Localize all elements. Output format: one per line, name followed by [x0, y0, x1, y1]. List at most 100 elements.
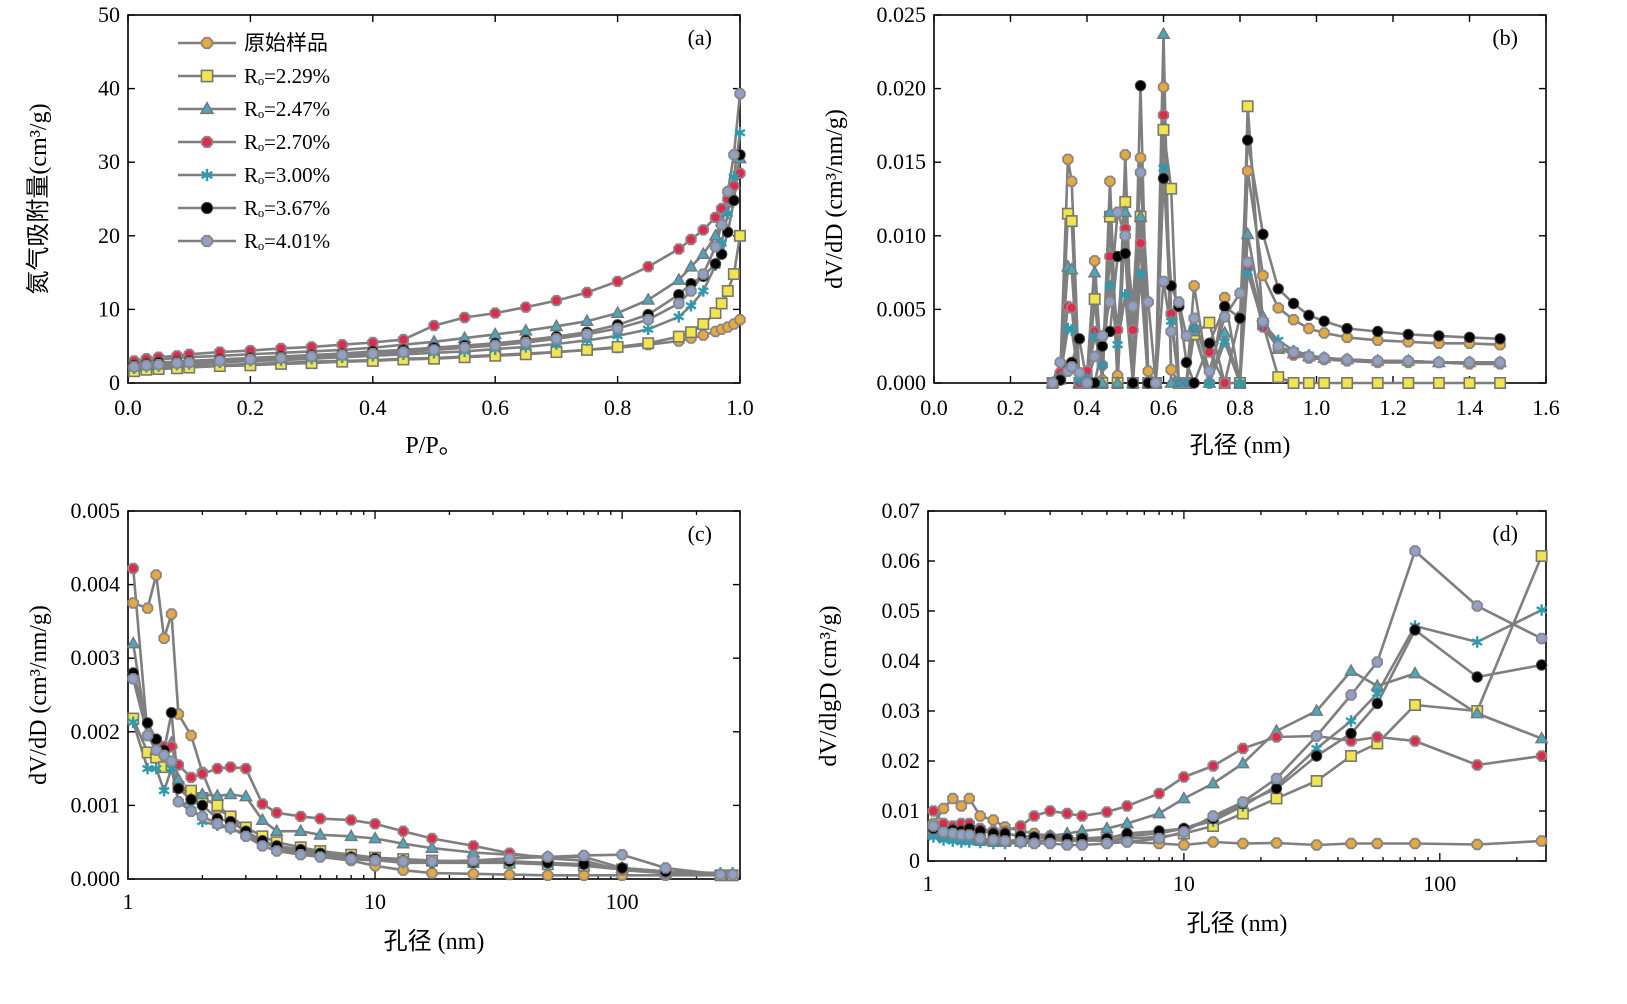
marker-circle	[1234, 312, 1246, 324]
marker-octagon	[1104, 296, 1116, 308]
marker-octagon	[1127, 324, 1139, 336]
marker-asterisk	[734, 127, 746, 139]
marker-octagon	[963, 829, 975, 841]
marker-circle	[1127, 377, 1139, 389]
marker-octagon	[1463, 356, 1476, 369]
marker-triangle	[1110, 375, 1125, 388]
marker-triangle	[1087, 265, 1102, 278]
marker-octagon	[1310, 839, 1323, 851]
marker-circle	[165, 706, 178, 719]
marker-octagon	[240, 830, 252, 842]
marker-octagon	[458, 311, 471, 324]
marker-asterisk	[1345, 715, 1357, 727]
marker-octagon	[550, 294, 563, 307]
y-tick-label: 0.000	[877, 370, 927, 395]
marker-octagon	[367, 347, 379, 360]
x-tick-label: 0.8	[1226, 395, 1254, 420]
y-tick-label: 10	[98, 296, 120, 321]
marker-octagon	[1104, 175, 1116, 188]
y-tick-label: 30	[98, 149, 120, 174]
marker-square	[1302, 376, 1315, 389]
marker-octagon	[256, 798, 269, 810]
marker-circle	[1303, 309, 1315, 321]
marker-octagon	[1066, 302, 1078, 314]
marker-octagon	[275, 352, 287, 364]
chart-panel: 0 0.01 0.02 0.03 0.04 0.05 0.06 0.07 1 10 100 孔径 (n…	[816, 498, 1549, 937]
x-tick-label: 100	[1423, 871, 1456, 896]
marker-octagon	[1272, 340, 1284, 352]
marker-square	[1409, 698, 1422, 711]
marker-octagon	[1203, 346, 1216, 358]
marker-circle	[1371, 697, 1384, 710]
marker-square	[1345, 749, 1358, 762]
marker-octagon	[397, 825, 409, 837]
marker-octagon	[937, 826, 950, 838]
marker-circle	[1471, 671, 1483, 683]
marker-octagon	[426, 832, 438, 845]
x-tick-label: 1.0	[726, 395, 754, 420]
marker-circle	[1409, 624, 1421, 636]
marker-octagon	[520, 301, 532, 313]
x-tick-label: 1.2	[1379, 395, 1407, 420]
marker-square	[1535, 549, 1548, 562]
marker-octagon	[947, 827, 959, 840]
marker-octagon	[270, 807, 283, 819]
marker-octagon	[1270, 731, 1283, 743]
marker-triangle	[313, 827, 328, 840]
marker-octagon	[1061, 807, 1073, 820]
marker-octagon	[1178, 771, 1190, 783]
marker-circle	[1310, 750, 1323, 762]
marker-triangle	[1064, 262, 1079, 275]
marker-circle	[616, 862, 628, 874]
marker-square	[1494, 376, 1507, 389]
plot-frame	[127, 14, 741, 384]
marker-octagon	[1237, 742, 1249, 755]
marker-octagon	[200, 36, 214, 50]
marker-octagon	[1188, 280, 1200, 292]
y-axis-title: dV/dD (cm³/nm/g)	[26, 605, 52, 785]
marker-octagon	[183, 356, 195, 369]
marker-triangle	[396, 836, 411, 849]
marker-octagon	[467, 840, 480, 852]
series-group	[126, 562, 740, 882]
marker-triangle	[1240, 226, 1255, 240]
x-tick-label: 10	[1173, 871, 1195, 896]
marker-asterisk	[1096, 359, 1108, 372]
marker-octagon	[1119, 230, 1131, 242]
marker-octagon	[345, 853, 357, 865]
y-tick-label: 0.015	[877, 149, 927, 174]
marker-octagon	[937, 802, 950, 815]
marker-asterisk	[158, 784, 170, 797]
marker-octagon	[963, 792, 975, 805]
marker-triangle	[1235, 756, 1250, 769]
marker-octagon	[1341, 353, 1353, 366]
marker-octagon	[1270, 837, 1283, 849]
marker-triangle	[1156, 26, 1171, 39]
series-line	[133, 172, 742, 363]
marker-octagon	[1345, 837, 1357, 850]
marker-circle	[1372, 325, 1384, 338]
marker-octagon	[1310, 730, 1323, 742]
marker-triangle	[269, 823, 284, 837]
x-axis-title: 孔径 (nm)	[1187, 910, 1288, 937]
marker-circle	[1402, 328, 1415, 341]
marker-octagon	[1270, 772, 1283, 785]
marker-octagon	[428, 319, 440, 332]
marker-octagon	[1409, 545, 1421, 557]
marker-square	[1165, 182, 1178, 195]
y-axis-title: dV/dlgD (cm³/g)	[816, 605, 842, 766]
marker-asterisk	[1242, 266, 1254, 279]
x-axis-title: P/P。	[405, 433, 462, 459]
marker-octagon	[697, 268, 709, 280]
marker-octagon	[256, 840, 269, 852]
marker-octagon	[1341, 331, 1353, 344]
marker-octagon	[611, 275, 624, 288]
marker-circle	[1287, 297, 1300, 310]
marker-octagon	[542, 851, 554, 863]
marker-square	[200, 69, 214, 83]
marker-triangle	[610, 305, 625, 318]
marker-octagon	[1433, 356, 1445, 369]
marker-octagon	[685, 285, 697, 297]
marker-octagon	[240, 762, 252, 775]
y-axis-title: 氮气吸附量(cm³/g)	[25, 103, 52, 294]
